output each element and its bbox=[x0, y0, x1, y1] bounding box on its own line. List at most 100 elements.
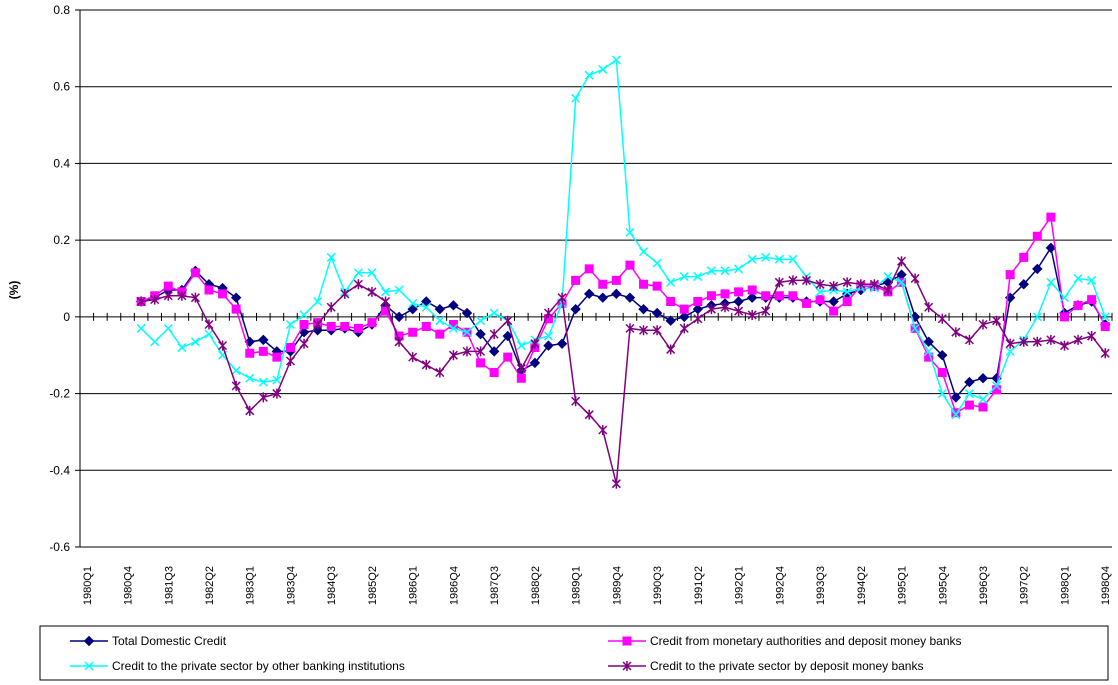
data-point bbox=[190, 292, 200, 303]
data-point bbox=[774, 254, 784, 264]
data-point bbox=[978, 402, 988, 412]
data-point bbox=[136, 296, 146, 307]
data-point bbox=[624, 292, 636, 303]
data-point bbox=[788, 275, 798, 286]
x-tick-label: 1983Q1 bbox=[245, 566, 257, 605]
data-point bbox=[584, 70, 594, 80]
data-point bbox=[218, 289, 228, 299]
data-point bbox=[964, 400, 974, 410]
data-point bbox=[258, 377, 268, 387]
data-point bbox=[842, 277, 852, 288]
legend-marker bbox=[84, 661, 94, 671]
data-point bbox=[937, 313, 947, 324]
data-point bbox=[665, 315, 676, 326]
data-point bbox=[638, 303, 649, 315]
data-point bbox=[774, 291, 784, 301]
data-point bbox=[394, 336, 404, 347]
data-point bbox=[285, 319, 296, 330]
data-point bbox=[584, 264, 594, 274]
data-point bbox=[951, 327, 961, 338]
data-point bbox=[1046, 212, 1056, 222]
data-point bbox=[679, 272, 689, 282]
data-point bbox=[285, 343, 295, 353]
data-point bbox=[462, 327, 472, 337]
data-point bbox=[1005, 270, 1015, 280]
data-point bbox=[367, 268, 377, 278]
data-point bbox=[720, 302, 730, 313]
data-point bbox=[666, 277, 676, 287]
data-point bbox=[992, 381, 1002, 391]
x-tick-label: 1986Q4 bbox=[448, 566, 460, 605]
data-point bbox=[598, 279, 608, 289]
data-point bbox=[529, 357, 541, 369]
data-point bbox=[638, 247, 649, 257]
data-point bbox=[706, 291, 716, 301]
data-point bbox=[801, 298, 811, 308]
data-point bbox=[1032, 336, 1042, 347]
data-point bbox=[408, 327, 418, 337]
data-point bbox=[461, 307, 473, 319]
data-point bbox=[1046, 277, 1056, 287]
data-point bbox=[571, 93, 581, 103]
x-tick-label: 1987Q3 bbox=[489, 566, 501, 605]
x-tick-label: 1990Q3 bbox=[652, 566, 664, 605]
data-point bbox=[910, 273, 920, 284]
data-point bbox=[625, 260, 635, 270]
x-tick-label: 1992Q4 bbox=[774, 566, 786, 605]
data-point bbox=[476, 358, 486, 368]
data-point bbox=[340, 288, 350, 299]
data-point bbox=[353, 268, 363, 278]
data-point bbox=[448, 323, 458, 333]
data-point bbox=[231, 380, 241, 391]
data-point bbox=[909, 311, 921, 323]
data-point bbox=[380, 287, 391, 297]
x-tick-label: 1994Q2 bbox=[856, 566, 868, 605]
data-point bbox=[666, 297, 676, 307]
data-point bbox=[435, 329, 445, 339]
data-point bbox=[204, 319, 214, 330]
data-point bbox=[313, 319, 323, 330]
data-point bbox=[204, 285, 214, 295]
data-point bbox=[407, 303, 418, 315]
data-point bbox=[693, 272, 703, 282]
data-point bbox=[516, 341, 526, 351]
data-point bbox=[964, 389, 974, 399]
data-point bbox=[150, 337, 160, 347]
data-point bbox=[1046, 334, 1056, 345]
y-tick-label: -0.4 bbox=[49, 463, 70, 477]
data-point bbox=[421, 302, 431, 312]
data-point bbox=[353, 279, 363, 290]
data-point bbox=[448, 350, 458, 361]
y-tick-label: -0.6 bbox=[49, 540, 70, 554]
data-point bbox=[1045, 242, 1057, 254]
data-point bbox=[584, 288, 595, 300]
legend-label: Credit to the private sector by deposit … bbox=[650, 659, 923, 673]
data-point bbox=[177, 343, 187, 353]
data-point bbox=[299, 320, 309, 330]
x-tick-label: 1980Q1 bbox=[82, 566, 94, 605]
data-point bbox=[815, 295, 825, 305]
x-tick-label: 1991Q2 bbox=[693, 566, 705, 605]
legend-marker bbox=[622, 636, 632, 646]
data-point bbox=[774, 277, 784, 288]
data-point bbox=[258, 334, 269, 346]
data-point bbox=[543, 340, 554, 351]
data-point bbox=[570, 303, 581, 315]
data-point bbox=[1059, 293, 1070, 303]
data-point bbox=[516, 373, 526, 383]
data-point bbox=[489, 308, 499, 318]
data-point bbox=[611, 478, 621, 489]
data-point bbox=[720, 289, 730, 299]
data-point bbox=[734, 306, 744, 317]
data-point bbox=[829, 306, 839, 316]
data-point bbox=[746, 292, 758, 303]
data-point bbox=[543, 331, 554, 341]
data-point bbox=[557, 292, 567, 303]
data-point bbox=[992, 315, 1002, 326]
data-point bbox=[272, 388, 282, 399]
data-point bbox=[1100, 321, 1110, 331]
data-point bbox=[1019, 336, 1029, 347]
data-point bbox=[285, 355, 296, 366]
data-point bbox=[651, 307, 663, 319]
x-tick-label: 1983Q4 bbox=[285, 566, 297, 605]
